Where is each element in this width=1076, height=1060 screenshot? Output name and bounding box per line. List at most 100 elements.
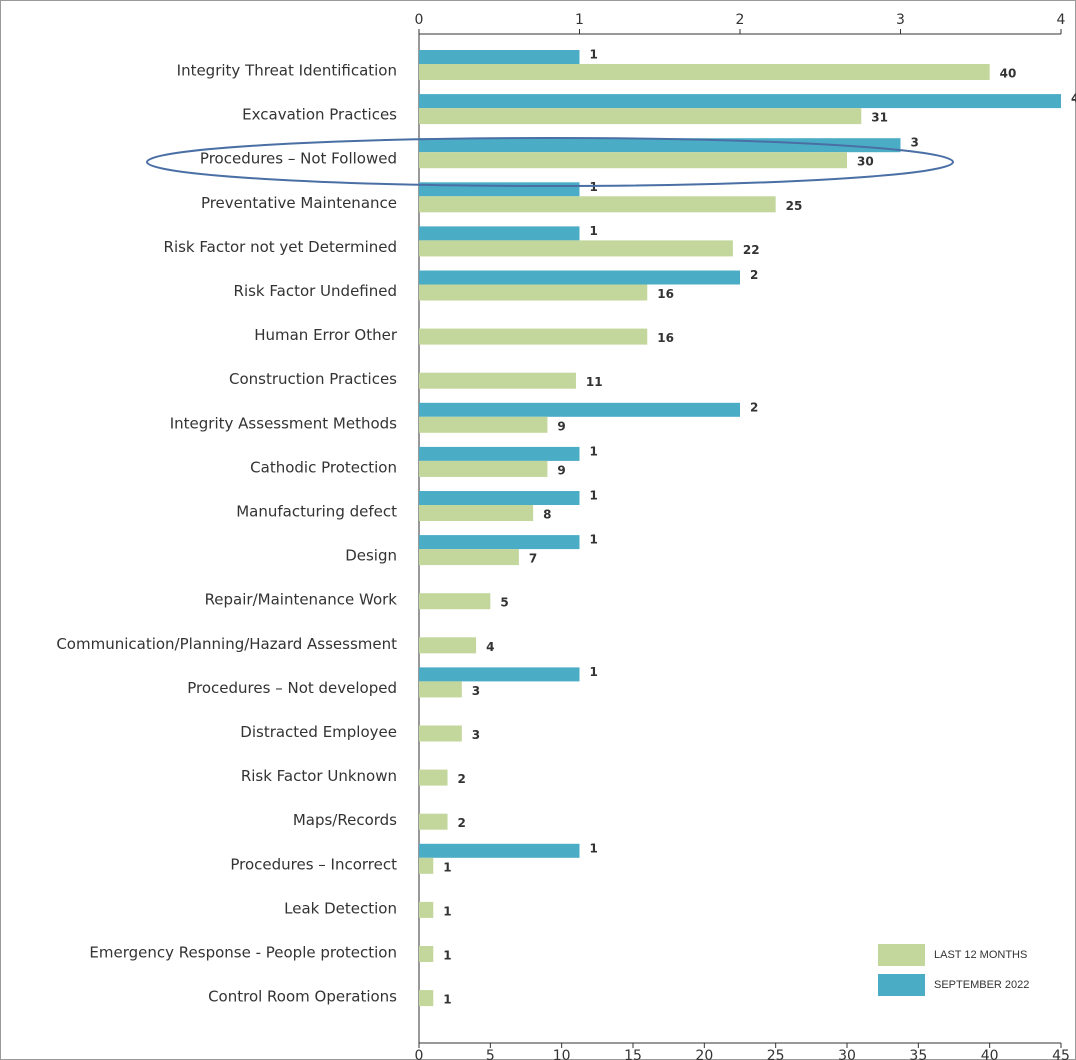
x-tick-label: 20 xyxy=(695,1048,713,1060)
category-label: Cathodic Protection xyxy=(250,458,397,476)
bar xyxy=(419,460,548,477)
category-label: Procedures – Not developed xyxy=(187,679,397,697)
bar xyxy=(419,857,434,874)
bar xyxy=(419,64,990,80)
category-label: Repair/Maintenance Work xyxy=(205,591,398,609)
bar xyxy=(419,769,448,786)
x-tick-label: 30 xyxy=(838,1048,856,1060)
category-label: Risk Factor Unknown xyxy=(241,767,397,785)
x-tick-label: 10 xyxy=(553,1048,571,1060)
x-tick-label: 40 xyxy=(981,1048,999,1060)
value-label: 25 xyxy=(786,199,803,213)
category-label: Control Room Operations xyxy=(208,988,397,1006)
bar xyxy=(419,946,434,962)
bar xyxy=(419,491,580,505)
x-tick-label: 15 xyxy=(624,1048,642,1060)
category-label: Risk Factor not yet Determined xyxy=(164,238,397,256)
bar xyxy=(419,328,648,345)
legend-swatch xyxy=(878,944,925,966)
value-label: 22 xyxy=(743,243,760,257)
category-label: Integrity Threat Identification xyxy=(177,62,397,80)
bar xyxy=(419,505,534,521)
bar xyxy=(419,667,580,682)
value-label: 11 xyxy=(586,375,603,389)
value-label: 4 xyxy=(486,640,494,654)
value-label: 4 xyxy=(1071,92,1076,106)
value-label: 30 xyxy=(857,155,874,169)
x2-tick-label: 2 xyxy=(736,12,745,28)
category-label: Distracted Employee xyxy=(240,723,397,741)
category-label: Procedures – Not Followed xyxy=(200,150,397,168)
bar xyxy=(419,284,648,301)
category-label: Risk Factor Undefined xyxy=(234,282,397,300)
value-label: 2 xyxy=(458,772,466,786)
category-label: Design xyxy=(345,547,397,565)
bar xyxy=(419,108,862,125)
bar xyxy=(419,196,776,213)
value-label: 1 xyxy=(590,841,598,855)
x2-tick-label: 4 xyxy=(1057,12,1066,28)
category-label: Integrity Assessment Methods xyxy=(170,414,397,432)
bar xyxy=(419,549,519,566)
category-label: Excavation Practices xyxy=(242,106,397,124)
value-label: 1 xyxy=(443,993,451,1007)
value-label: 8 xyxy=(543,508,551,522)
legend-label: SEPTEMBER 2022 xyxy=(934,979,1029,991)
x2-tick-label: 1 xyxy=(575,12,584,28)
category-label: Leak Detection xyxy=(284,899,397,917)
value-label: 1 xyxy=(443,949,451,963)
bar xyxy=(419,843,580,858)
value-label: 1 xyxy=(443,904,451,918)
x-tick-label: 45 xyxy=(1052,1048,1070,1060)
value-label: 16 xyxy=(657,287,674,301)
bar xyxy=(419,535,580,550)
value-label: 1 xyxy=(590,48,598,62)
legend-label: LAST 12 MONTHS xyxy=(934,949,1027,961)
bar xyxy=(419,446,580,461)
value-label: 40 xyxy=(1000,67,1017,81)
category-label: Communication/Planning/Hazard Assessment xyxy=(56,635,397,653)
value-label: 1 xyxy=(443,860,451,874)
value-label: 2 xyxy=(458,816,466,830)
bar xyxy=(419,813,448,830)
x-tick-label: 35 xyxy=(909,1048,927,1060)
bar xyxy=(419,637,477,654)
value-label: 7 xyxy=(529,552,537,566)
legend-swatch xyxy=(878,974,925,996)
category-label: Construction Practices xyxy=(229,370,397,388)
bar xyxy=(419,593,491,610)
value-label: 1 xyxy=(590,489,598,503)
bar xyxy=(419,416,548,433)
bar xyxy=(419,50,580,64)
value-label: 2 xyxy=(750,400,758,414)
value-label: 1 xyxy=(590,665,598,679)
category-label: Procedures – Incorrect xyxy=(230,855,397,873)
value-label: 5 xyxy=(500,596,508,610)
bar xyxy=(419,681,462,698)
category-label: Emergency Response - People protection xyxy=(89,944,397,962)
value-label: 9 xyxy=(557,419,565,433)
value-label: 3 xyxy=(472,728,480,742)
value-label: 1 xyxy=(590,444,598,458)
value-label: 3 xyxy=(472,684,480,698)
bar xyxy=(419,372,576,389)
value-label: 1 xyxy=(590,533,598,547)
bar xyxy=(419,402,740,417)
bar xyxy=(419,270,740,285)
bar xyxy=(419,725,462,742)
bar xyxy=(419,240,733,257)
x-tick-label: 25 xyxy=(767,1048,785,1060)
bar xyxy=(419,94,1061,109)
bar xyxy=(419,990,434,1007)
value-label: 16 xyxy=(657,331,674,345)
value-label: 2 xyxy=(750,268,758,282)
x2-tick-label: 3 xyxy=(896,12,905,28)
category-label: Manufacturing defect xyxy=(236,503,397,521)
bar xyxy=(419,226,580,241)
highlight-ellipse xyxy=(146,137,954,187)
x-tick-label: 0 xyxy=(415,1048,424,1060)
category-label: Preventative Maintenance xyxy=(201,194,397,212)
